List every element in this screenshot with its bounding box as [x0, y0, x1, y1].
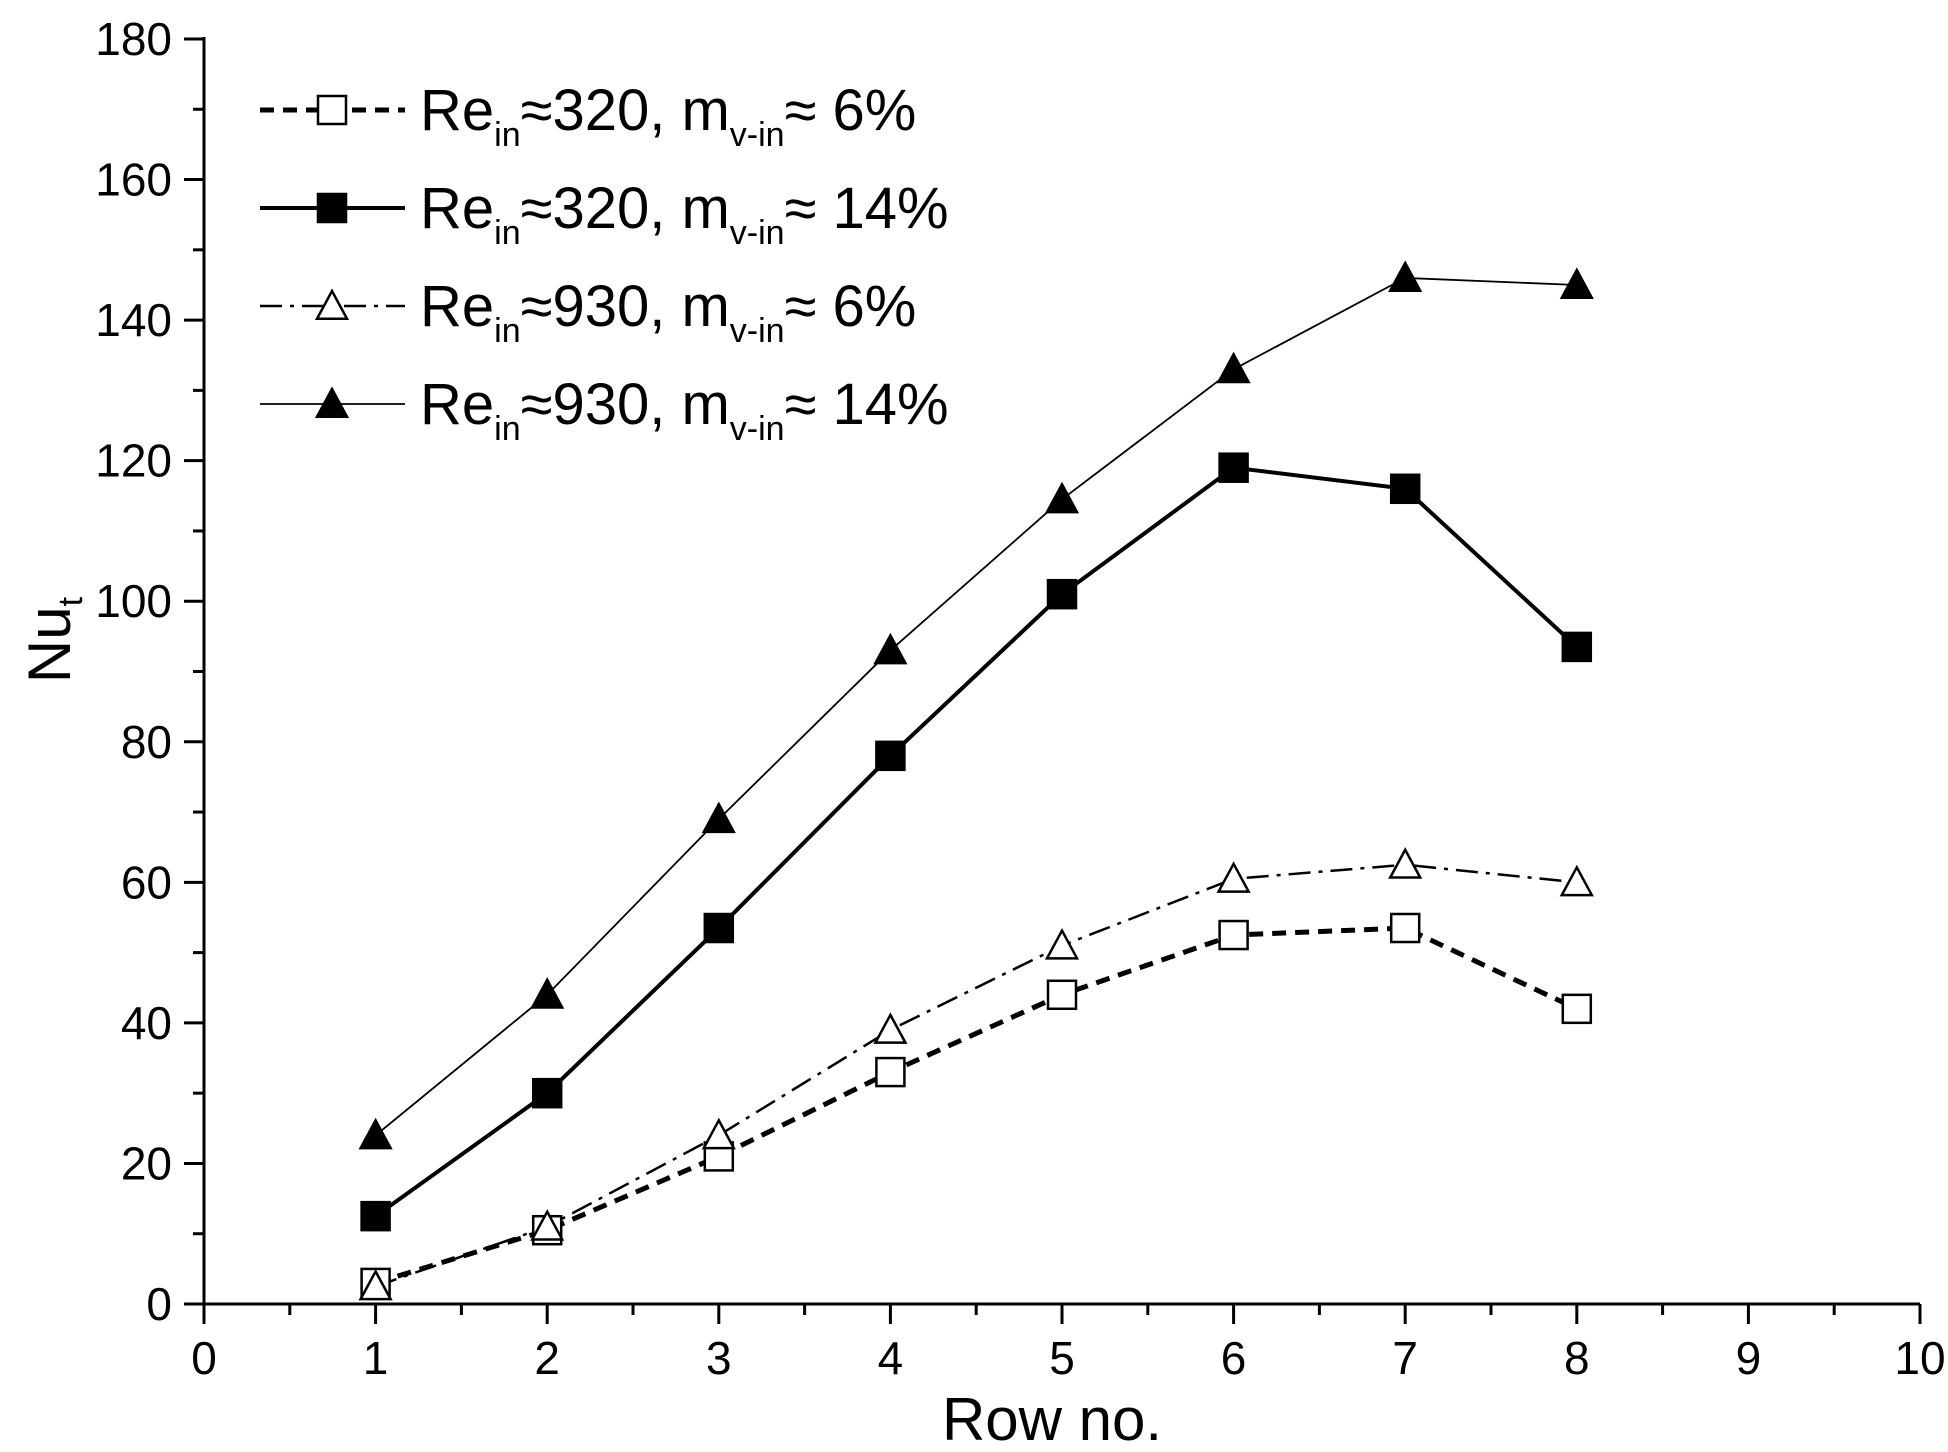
series-line-3: [375, 863, 1577, 1288]
y-axis-title: Nut: [16, 596, 90, 683]
legend-label-3: Rein≈930, mv-in≈ 6%: [420, 274, 916, 350]
series-3-point: [873, 1012, 908, 1044]
y-tick-label: 100: [95, 575, 172, 627]
legend-label-4-post: ≈ 14%: [785, 372, 949, 437]
series-2-point: [875, 740, 906, 772]
x-tick-label: 5: [1049, 1332, 1075, 1384]
series-markers: [358, 260, 1594, 1301]
series-2-point: [703, 912, 735, 944]
series-1-point: [1561, 993, 1593, 1025]
series-lines: [374, 277, 1579, 1288]
y-tick-label: 140: [95, 294, 172, 346]
legend-label-1: Rein≈320, mv-in≈ 6%: [420, 78, 916, 154]
legend: Rein≈320, mv-in≈ 6%Rein≈320, mv-in≈ 14%R…: [260, 78, 949, 448]
series-3-point: [1216, 861, 1251, 893]
series-2-point: [360, 1200, 391, 1232]
series-3-point: [530, 1209, 565, 1241]
legend-marker-3: [314, 288, 350, 320]
legend-label-2-post: ≈ 14%: [785, 176, 949, 241]
series-3-point: [1388, 847, 1423, 879]
legend-marker-4: [314, 386, 350, 418]
legend-label-3-sub1: in: [494, 312, 520, 350]
y-axis-title-base: Nu: [16, 606, 83, 683]
x-tick-label: 8: [1564, 1332, 1590, 1384]
y-tick-label: 80: [121, 716, 172, 768]
series-2-point: [1389, 473, 1421, 505]
series-3-point: [358, 1268, 393, 1301]
series-4-point: [530, 977, 565, 1009]
x-tick-label: 4: [878, 1332, 904, 1384]
x-tick-label: 7: [1392, 1332, 1418, 1384]
series-2-point: [531, 1077, 563, 1109]
series-4-point: [1216, 351, 1251, 384]
series-4-point: [873, 632, 908, 665]
series-line-1: [374, 925, 1578, 1286]
legend-label-4-sub2: v-in: [730, 410, 785, 448]
x-tick-label: 1: [363, 1332, 389, 1384]
legend-label-2-pre: Re: [420, 176, 494, 241]
series-3-point: [1559, 864, 1594, 897]
series-3-point: [701, 1117, 736, 1150]
series-3-point: [1044, 927, 1080, 960]
series-4-point: [1559, 267, 1594, 299]
series-line-4: [375, 277, 1577, 1137]
y-tick-label: 20: [121, 1137, 172, 1189]
series-4-point: [701, 801, 736, 834]
x-tick-label: 2: [534, 1332, 560, 1384]
series-1-point: [875, 1056, 906, 1088]
legend-label-4-mid: ≈930, m: [521, 372, 730, 437]
legend-label-4-pre: Re: [420, 372, 494, 437]
legend-label-4-sub1: in: [494, 410, 520, 448]
series-line-2: [374, 465, 1579, 1218]
series-4-point: [1044, 481, 1080, 514]
y-axis-title-sub: t: [52, 596, 90, 606]
series-1-point: [1389, 912, 1421, 944]
series-4-point: [1388, 260, 1423, 292]
series-2-point: [1046, 578, 1078, 610]
y-tick-label: 120: [95, 435, 172, 487]
legend-label-2-sub2: v-in: [730, 214, 785, 252]
y-tick-label: 180: [95, 13, 172, 65]
legend-label-4: Rein≈930, mv-in≈ 14%: [420, 372, 949, 448]
series-1-point: [1046, 979, 1078, 1011]
y-tick-label: 0: [146, 1278, 172, 1330]
legend-label-2-mid: ≈320, m: [521, 176, 730, 241]
y-tick-label: 40: [121, 997, 172, 1049]
y-tick-label: 160: [95, 154, 172, 206]
legend-label-3-sub2: v-in: [730, 312, 785, 350]
legend-label-2-sub1: in: [494, 214, 520, 252]
x-tick-label: 9: [1736, 1332, 1762, 1384]
series-4-point: [358, 1117, 393, 1150]
legend-label-1-pre: Re: [420, 78, 494, 143]
legend-label-1-sub2: v-in: [730, 116, 785, 154]
legend-label-2: Rein≈320, mv-in≈ 14%: [420, 176, 949, 252]
x-tick-label: 0: [191, 1332, 217, 1384]
legend-label-1-mid: ≈320, m: [521, 78, 730, 143]
legend-label-1-sub1: in: [494, 116, 520, 154]
y-tick-label: 60: [121, 856, 172, 908]
series-2-point: [1218, 452, 1249, 483]
legend-label-3-post: ≈ 6%: [785, 274, 917, 339]
x-tick-label: 10: [1894, 1332, 1945, 1384]
x-tick-label: 3: [706, 1332, 732, 1384]
series-2-point: [1561, 631, 1593, 663]
legend-label-3-pre: Re: [420, 274, 494, 339]
series-1-point: [1218, 919, 1249, 951]
legend-marker-2: [316, 192, 348, 224]
legend-marker-1: [316, 94, 348, 126]
x-tick-label: 6: [1221, 1332, 1247, 1384]
legend-label-3-mid: ≈930, m: [521, 274, 730, 339]
legend-label-1-post: ≈ 6%: [785, 78, 917, 143]
x-axis-title: Row no.: [942, 1386, 1162, 1452]
